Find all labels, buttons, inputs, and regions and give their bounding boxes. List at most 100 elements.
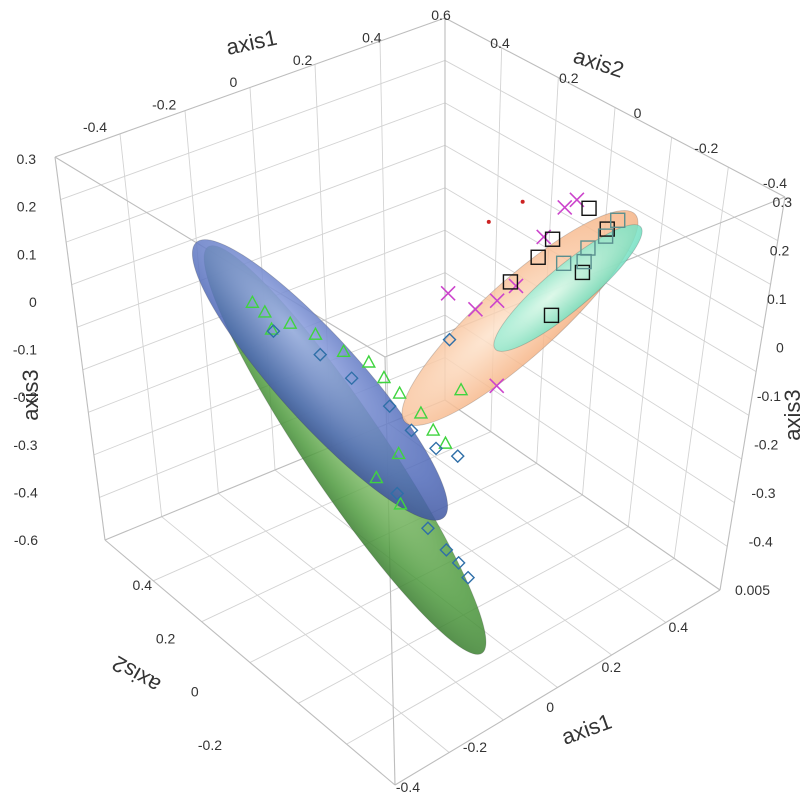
point-x (467, 301, 484, 317)
point-triangle (391, 445, 406, 460)
point-x (489, 293, 505, 309)
point-diamond (404, 423, 419, 438)
tick-label-axis1: 0 (230, 74, 238, 90)
point-diamond (450, 449, 465, 464)
grid-line (119, 133, 163, 517)
tick-label-axis3: -0.6 (14, 532, 38, 548)
box-edge (444, 17, 786, 198)
point-diamond (390, 486, 405, 501)
grid-line (60, 60, 446, 200)
point-square (543, 307, 560, 324)
tick-label-axis2: 0.4 (133, 577, 153, 593)
tick-label-axis3: 0.1 (767, 291, 787, 307)
point-x (440, 285, 456, 301)
point-triangle (245, 294, 260, 309)
point-square (502, 274, 519, 290)
point-diamond (382, 399, 397, 414)
point-diamond (344, 371, 359, 386)
tick-label-axis1: -0.4 (83, 119, 107, 135)
point-triangle (438, 435, 453, 449)
point-x (557, 199, 573, 215)
point-square (544, 231, 561, 247)
box-edge (104, 539, 396, 786)
box-edge (54, 17, 446, 158)
point-triangle (257, 304, 273, 318)
point-triangle (376, 370, 392, 384)
grid-line (71, 144, 446, 286)
grid-line (346, 557, 675, 745)
point-diamond (266, 324, 281, 339)
tick-label-axis1: -0.2 (463, 739, 487, 755)
point-square (574, 264, 591, 281)
tick-label-axis1: -0.4 (396, 779, 420, 795)
point-triangle (413, 405, 429, 419)
point-triangle (453, 382, 469, 396)
grid-line (582, 107, 616, 496)
grid-line (77, 187, 446, 328)
tick-label-axis1: 0.4 (362, 29, 382, 45)
tick-label-axis3: 0.2 (770, 243, 790, 259)
point-square (580, 240, 596, 256)
tick-label-axis3: -0.2 (13, 389, 37, 405)
grid-line (184, 110, 219, 494)
tick-label-axis2: 0 (634, 105, 642, 121)
box-edge (719, 196, 786, 591)
grid-line (379, 41, 389, 424)
point-triangle (426, 422, 441, 436)
ellipsoid-blue (191, 239, 449, 521)
grid-line (673, 167, 729, 559)
grid-line (65, 102, 446, 243)
point-triangle (336, 343, 351, 358)
point-x (508, 278, 524, 294)
tick-label-axis2: -0.2 (198, 737, 222, 753)
point-diamond (442, 332, 457, 347)
tick-label-axis3: -0.3 (13, 437, 37, 453)
tick-label-axis1: -0.2 (152, 97, 176, 113)
axis-title-axis1-top: axis1 (224, 25, 279, 60)
tick-label-axis3: 0.2 (17, 199, 37, 215)
tick-label-axis1: 0.6 (431, 7, 451, 23)
point-diamond (461, 570, 476, 585)
data-points (245, 192, 626, 585)
point-diamond (313, 347, 328, 362)
ellipsoid-teal (493, 224, 643, 352)
point-triangle (392, 385, 407, 399)
tick-labels: -0.4 -0.2 0 0.2 0.4 0.6 0.4 0.2 0 -0.2 -0.4 0.3 0.2 0… (13, 7, 792, 795)
tick-label-axis2: -0.2 (694, 140, 718, 156)
grid-line (99, 357, 446, 498)
axis-title-axis2-bottom: axis2 (108, 651, 165, 698)
point-diamond (429, 441, 444, 456)
point-x (489, 378, 505, 394)
tick-label-axis3: 0 (29, 294, 37, 310)
tick-label-axis1: 0 (546, 699, 554, 715)
axis-title-axis3-left: axis3 (18, 369, 43, 420)
axis-title-axis2-top: axis2 (570, 43, 627, 83)
point-triangle (308, 326, 323, 340)
tick-label-axis3: 0.3 (17, 151, 37, 167)
tick-label-axis2: 0.2 (559, 70, 579, 86)
grid-line (444, 229, 750, 416)
grid-line (444, 102, 771, 285)
grid-lines (60, 41, 778, 753)
tick-label-axis3: -0.4 (749, 534, 773, 550)
tick-label-axis1: 0.2 (293, 52, 313, 68)
point-square (555, 255, 572, 272)
tick-label-axis1: 0.4 (669, 619, 689, 635)
point-diamond (439, 542, 454, 557)
box-edge (54, 156, 106, 541)
grid-line (444, 60, 778, 242)
point-triangle (264, 321, 279, 335)
point-diamond (420, 521, 435, 536)
tick-label-axis3: -0.2 (754, 437, 778, 453)
confidence-ellipsoids (191, 210, 643, 655)
point-triangle (393, 496, 408, 510)
tick-label-axis3: 0.005 (735, 582, 770, 598)
axis-title-axis3-right: axis3 (780, 389, 805, 440)
tick-label-axis3: 0 (776, 340, 784, 356)
point-square (581, 200, 597, 217)
tick-label-axis2: 0 (191, 684, 199, 700)
tick-label-axis3: -0.4 (14, 484, 38, 500)
point-square (597, 228, 614, 244)
tick-label-axis2: 0.2 (156, 630, 176, 646)
